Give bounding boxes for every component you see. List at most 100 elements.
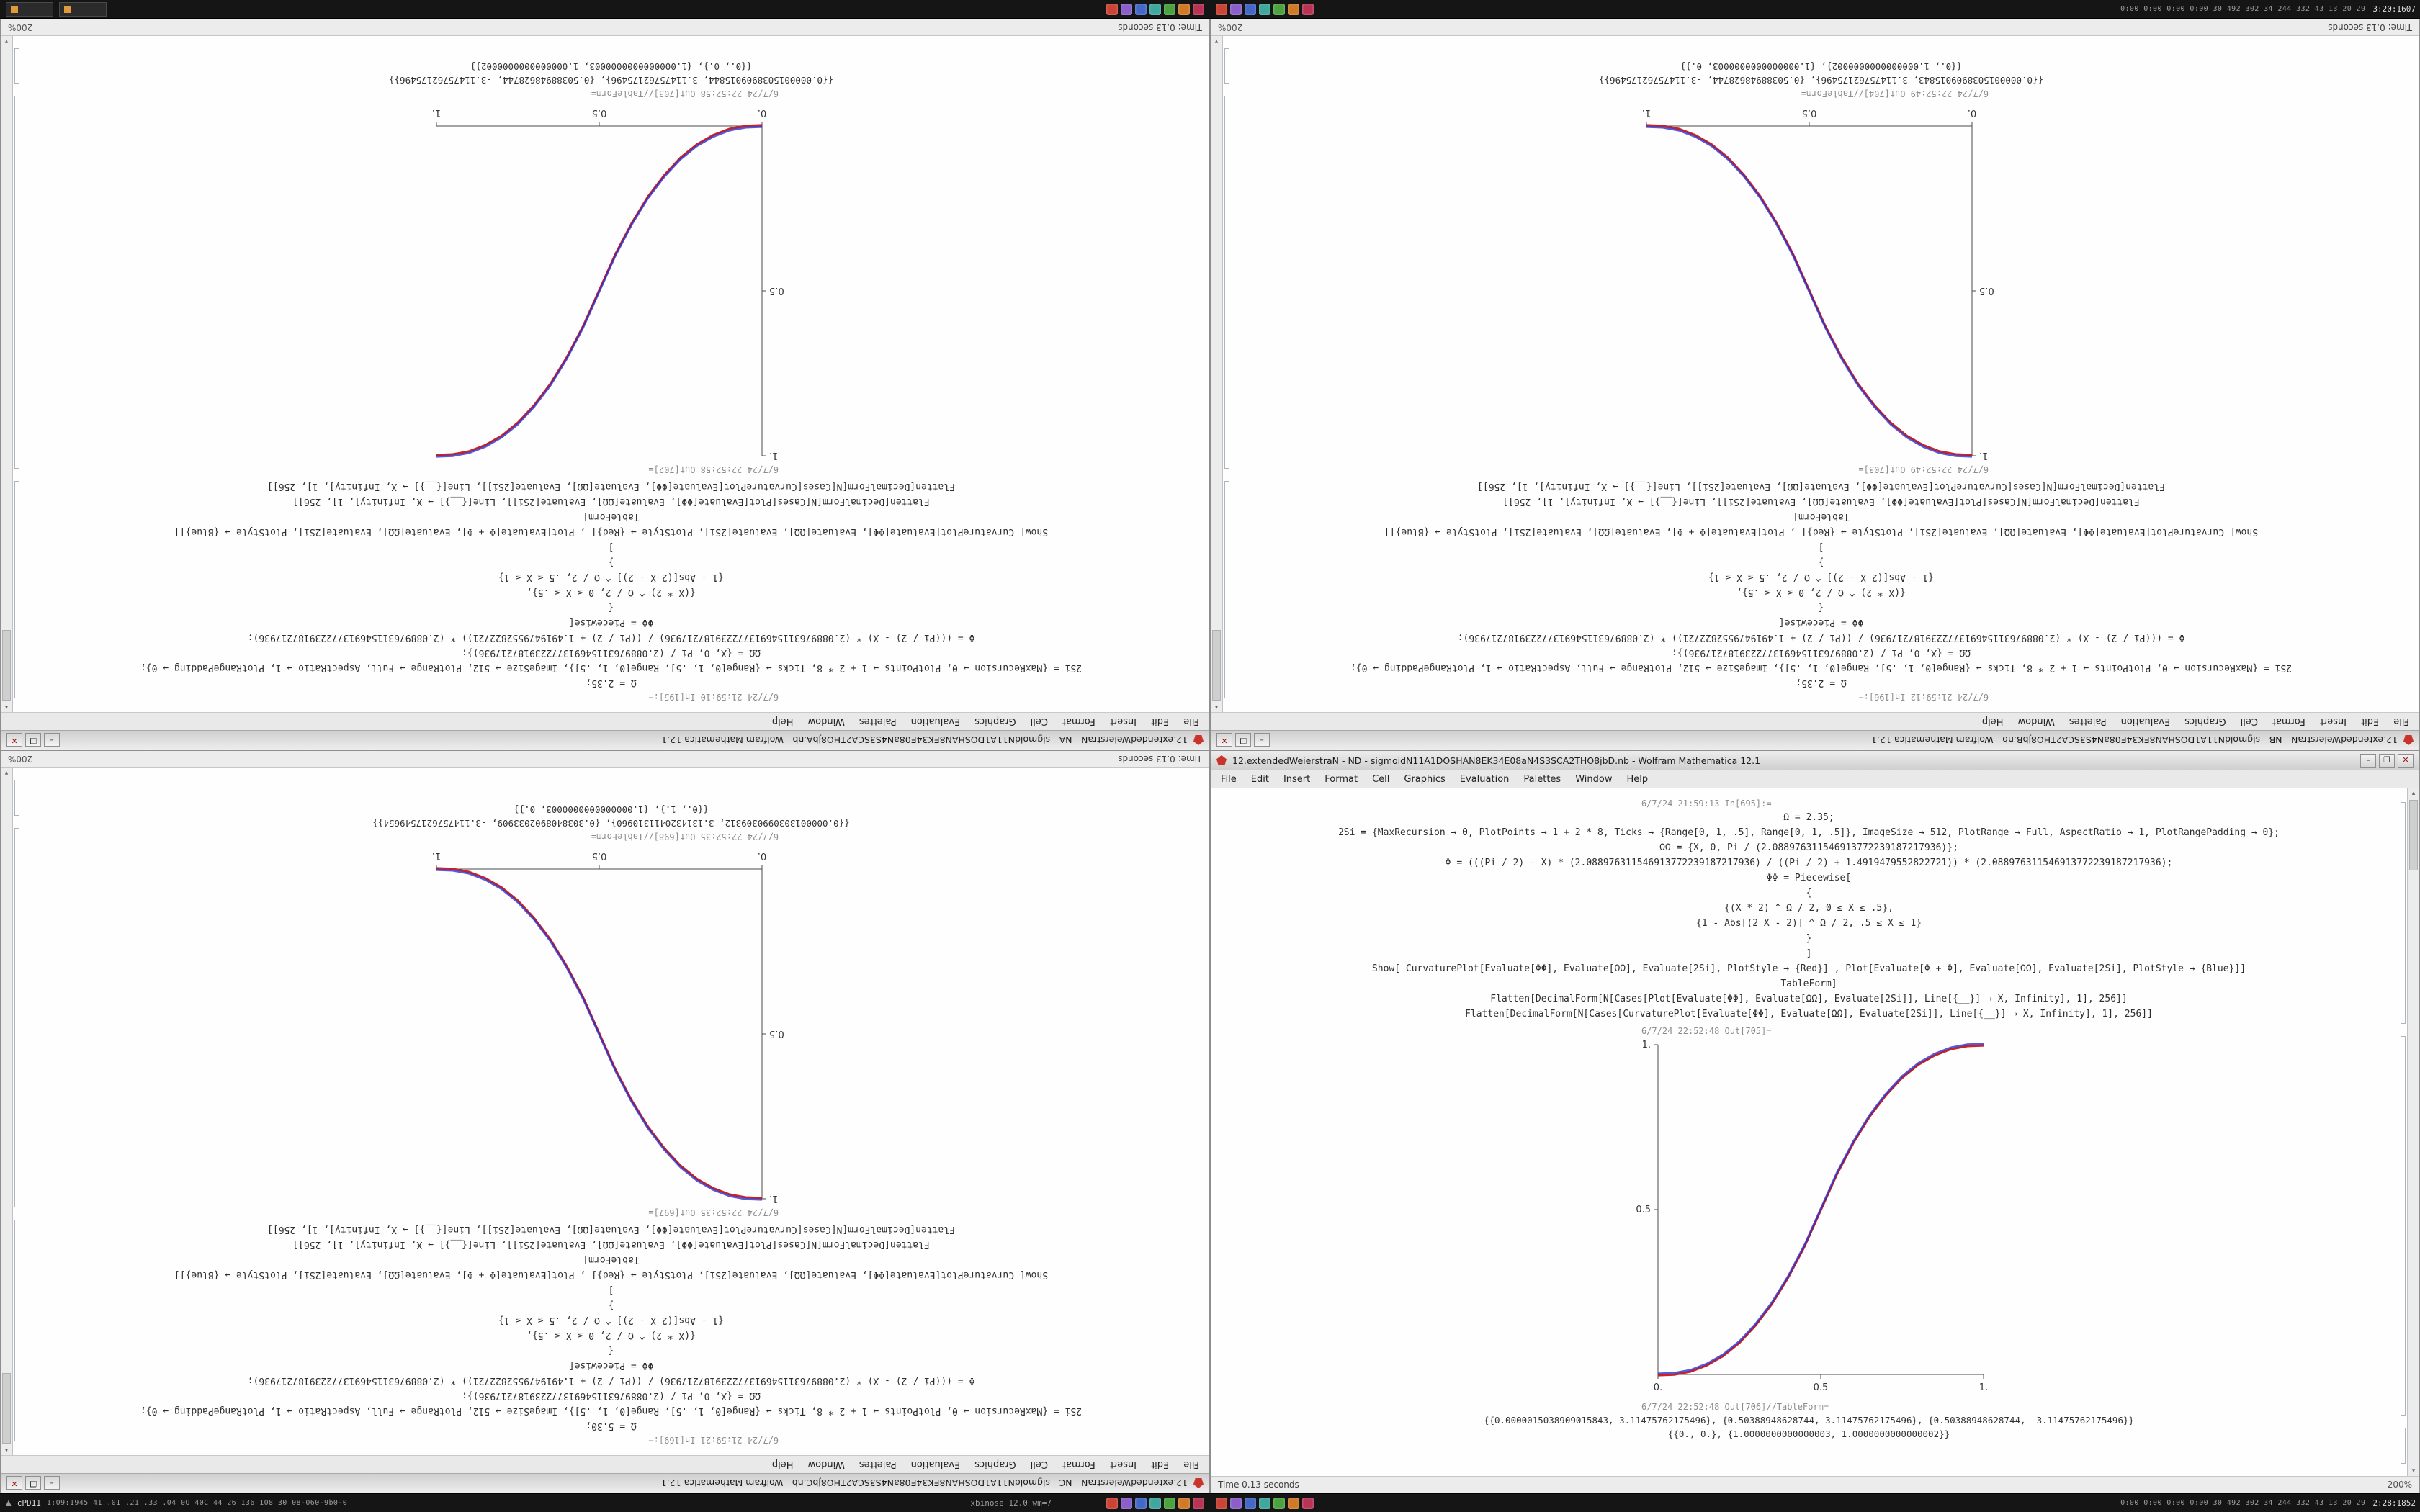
menu-item-help[interactable]: Help [1981, 716, 2004, 727]
menu-item-format[interactable]: Format [1325, 773, 1358, 785]
menu-item-insert[interactable]: Insert [1109, 1459, 1137, 1470]
menu-item-edit[interactable]: Edit [1250, 773, 1269, 785]
scroll-thumb[interactable] [2409, 800, 2418, 870]
input-code-cell[interactable]: Ω = 2.35; 2Si = {MaxRecursion → 0, PlotPo… [1211, 810, 2407, 1022]
tray-app-icon-crimson[interactable] [1302, 1498, 1314, 1509]
close-button[interactable]: ✕ [2398, 753, 2414, 768]
scroll-down-arrow[interactable]: ▾ [2411, 1467, 2416, 1475]
scrollbar[interactable]: ▴ ▾ [1211, 36, 1223, 712]
tray-app-icon-orange[interactable] [1288, 4, 1299, 15]
menu-item-evaluation[interactable]: Evaluation [1459, 773, 1510, 785]
tray-app-icon-crimson[interactable] [1193, 1498, 1204, 1509]
menu-item-palettes[interactable]: Palettes [1523, 773, 1561, 785]
scrollbar[interactable]: ▴ ▾ [1, 768, 13, 1455]
minimize-button[interactable]: – [2360, 753, 2376, 768]
tray-app-icon-green[interactable] [1164, 4, 1175, 15]
magnification-indicator[interactable]: 200% [1218, 22, 1251, 32]
tray-app-icon-blue[interactable] [1245, 4, 1256, 15]
maximize-button[interactable]: ❐ [1235, 733, 1251, 747]
tray-app-icon-crimson[interactable] [1193, 4, 1204, 15]
tray-app-icon-purple[interactable] [1121, 4, 1132, 15]
tray-app-icon-green[interactable] [1273, 1498, 1285, 1509]
menu-item-help[interactable]: Help [1626, 773, 1649, 785]
scroll-down-arrow[interactable]: ▾ [1214, 37, 1219, 45]
tray-app-icon-purple[interactable] [1230, 1498, 1242, 1509]
tray-app-icon-orange[interactable] [1288, 1498, 1299, 1509]
menu-item-insert[interactable]: Insert [1109, 716, 1137, 727]
menu-item-evaluation[interactable]: Evaluation [910, 716, 961, 727]
tray-app-icon-blue[interactable] [1245, 1498, 1256, 1509]
scroll-thumb[interactable] [1212, 630, 1221, 701]
maximize-button[interactable]: ❐ [25, 1476, 41, 1490]
minimize-button[interactable]: – [44, 1476, 60, 1490]
tray-app-icon-red[interactable] [1106, 4, 1118, 15]
tray-app-icon-red[interactable] [1216, 1498, 1227, 1509]
tray-app-icon-teal[interactable] [1259, 1498, 1270, 1509]
tray-app-icon-green[interactable] [1273, 4, 1285, 15]
menu-item-window[interactable]: Window [807, 1459, 845, 1470]
input-code-cell[interactable]: Ω = 2.35; 2Si = {MaxRecursion → 0, PlotPo… [1223, 479, 2419, 690]
tray-app-icon-green[interactable] [1164, 1498, 1175, 1509]
menu-item-window[interactable]: Window [2017, 716, 2055, 727]
tray-app-icon-orange[interactable] [1178, 4, 1190, 15]
menu-item-graphics[interactable]: Graphics [974, 716, 1016, 727]
menu-item-format[interactable]: Format [1062, 1459, 1095, 1470]
menu-item-help[interactable]: Help [771, 716, 794, 727]
menu-item-graphics[interactable]: Graphics [1404, 773, 1446, 785]
tray-app-icon-blue[interactable] [1135, 1498, 1147, 1509]
menu-item-edit[interactable]: Edit [1151, 716, 1170, 727]
scroll-up-arrow[interactable]: ▴ [1214, 703, 1219, 711]
close-button[interactable]: ✕ [1216, 733, 1232, 747]
tray-app-icon-teal[interactable] [1150, 1498, 1161, 1509]
taskbar-window-button-1[interactable] [6, 1, 53, 17]
menu-item-file[interactable]: File [2393, 716, 2409, 727]
menu-item-insert[interactable]: Insert [2319, 716, 2347, 727]
tray-app-icon-teal[interactable] [1259, 4, 1270, 15]
tray-app-icon-blue[interactable] [1135, 4, 1147, 15]
menu-item-cell[interactable]: Cell [1030, 1459, 1048, 1470]
menu-item-cell[interactable]: Cell [1372, 773, 1390, 785]
minimize-button[interactable]: – [44, 733, 60, 747]
panel-chevron-icon[interactable]: ▲ [6, 1499, 12, 1507]
menu-item-palettes[interactable]: Palettes [859, 1459, 897, 1470]
magnification-indicator[interactable]: 200% [2379, 1480, 2412, 1490]
maximize-button[interactable]: ❐ [2379, 753, 2395, 768]
scroll-up-arrow[interactable]: ▴ [4, 703, 9, 711]
magnification-indicator[interactable]: 200% [8, 754, 41, 764]
scroll-down-arrow[interactable]: ▾ [4, 37, 9, 45]
menu-item-cell[interactable]: Cell [2240, 716, 2258, 727]
scroll-thumb[interactable] [2, 1373, 11, 1444]
menu-item-window[interactable]: Window [807, 716, 845, 727]
tray-app-icon-crimson[interactable] [1302, 4, 1314, 15]
menu-item-palettes[interactable]: Palettes [859, 716, 897, 727]
input-code-cell[interactable]: Ω = 2.35; 2Si = {MaxRecursion → 0, PlotPo… [13, 479, 1209, 690]
taskbar-window-button-2[interactable] [59, 1, 107, 17]
menu-item-format[interactable]: Format [2272, 716, 2305, 727]
menu-item-evaluation[interactable]: Evaluation [910, 1459, 961, 1470]
window-title-bar[interactable]: 12.extendedWeierstraN - NB - sigmoidN11A… [1211, 730, 2419, 750]
menu-item-palettes[interactable]: Palettes [2069, 716, 2107, 727]
close-button[interactable]: ✕ [6, 733, 22, 747]
scroll-down-arrow[interactable]: ▾ [4, 769, 9, 776]
tray-app-icon-orange[interactable] [1178, 1498, 1190, 1509]
scrollbar[interactable]: ▴ ▾ [2407, 788, 2419, 1476]
minimize-button[interactable]: – [1254, 733, 1270, 747]
menu-item-graphics[interactable]: Graphics [2184, 716, 2226, 727]
window-title-bar[interactable]: 12.extendedWeierstraN - ND - sigmoidN11A… [1211, 751, 2419, 770]
magnification-indicator[interactable]: 200% [8, 22, 41, 32]
menu-item-edit[interactable]: Edit [2361, 716, 2380, 727]
tray-app-icon-purple[interactable] [1230, 4, 1242, 15]
window-title-bar[interactable]: 12.extendedWeierstraN - NA - sigmoidN11A… [1, 730, 1209, 750]
menu-item-cell[interactable]: Cell [1030, 716, 1048, 727]
menu-item-help[interactable]: Help [771, 1459, 794, 1470]
scroll-up-arrow[interactable]: ▴ [4, 1446, 9, 1454]
tray-app-icon-teal[interactable] [1150, 4, 1161, 15]
close-button[interactable]: ✕ [6, 1476, 22, 1490]
window-title-bar[interactable]: 12.extendedWeierstraN - NC - sigmoidN11A… [1, 1473, 1209, 1493]
tray-app-icon-red[interactable] [1106, 1498, 1118, 1509]
menu-item-format[interactable]: Format [1062, 716, 1095, 727]
menu-item-insert[interactable]: Insert [1283, 773, 1311, 785]
input-code-cell[interactable]: Ω = 5.30; 2Si = {MaxRecursion → 0, PlotPo… [13, 1222, 1209, 1434]
scroll-thumb[interactable] [2, 630, 11, 701]
tray-app-icon-purple[interactable] [1121, 1498, 1132, 1509]
